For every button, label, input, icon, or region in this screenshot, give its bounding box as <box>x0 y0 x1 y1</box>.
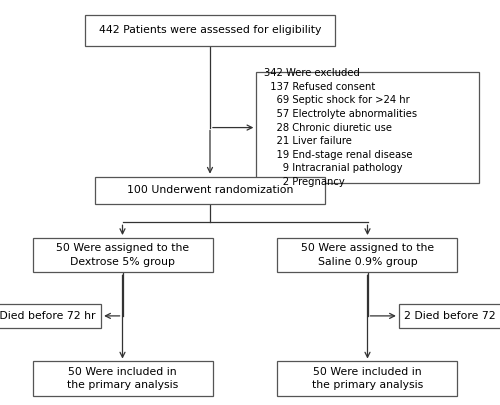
Text: 50 Were assigned to the
Saline 0.9% group: 50 Were assigned to the Saline 0.9% grou… <box>301 243 434 267</box>
FancyBboxPatch shape <box>85 15 335 46</box>
FancyBboxPatch shape <box>278 361 458 396</box>
Text: 1 Died before 72 hr: 1 Died before 72 hr <box>0 311 96 321</box>
Text: 2 Died before 72 hr: 2 Died before 72 hr <box>404 311 500 321</box>
Text: 50 Were assigned to the
Dextrose 5% group: 50 Were assigned to the Dextrose 5% grou… <box>56 243 189 267</box>
Text: 342 Were excluded
  137 Refused consent
    69 Septic shock for >24 hr
    57 El: 342 Were excluded 137 Refused consent 69… <box>264 68 417 187</box>
FancyBboxPatch shape <box>32 361 212 396</box>
Text: 50 Were included in
the primary analysis: 50 Were included in the primary analysis <box>312 367 423 390</box>
FancyBboxPatch shape <box>278 238 458 272</box>
Text: 50 Were included in
the primary analysis: 50 Were included in the primary analysis <box>67 367 178 390</box>
Text: 100 Underwent randomization: 100 Underwent randomization <box>127 185 293 195</box>
FancyBboxPatch shape <box>256 72 479 183</box>
FancyBboxPatch shape <box>32 238 212 272</box>
FancyBboxPatch shape <box>0 304 101 328</box>
FancyBboxPatch shape <box>399 304 500 328</box>
FancyBboxPatch shape <box>95 177 325 204</box>
Text: 442 Patients were assessed for eligibility: 442 Patients were assessed for eligibili… <box>99 26 321 35</box>
